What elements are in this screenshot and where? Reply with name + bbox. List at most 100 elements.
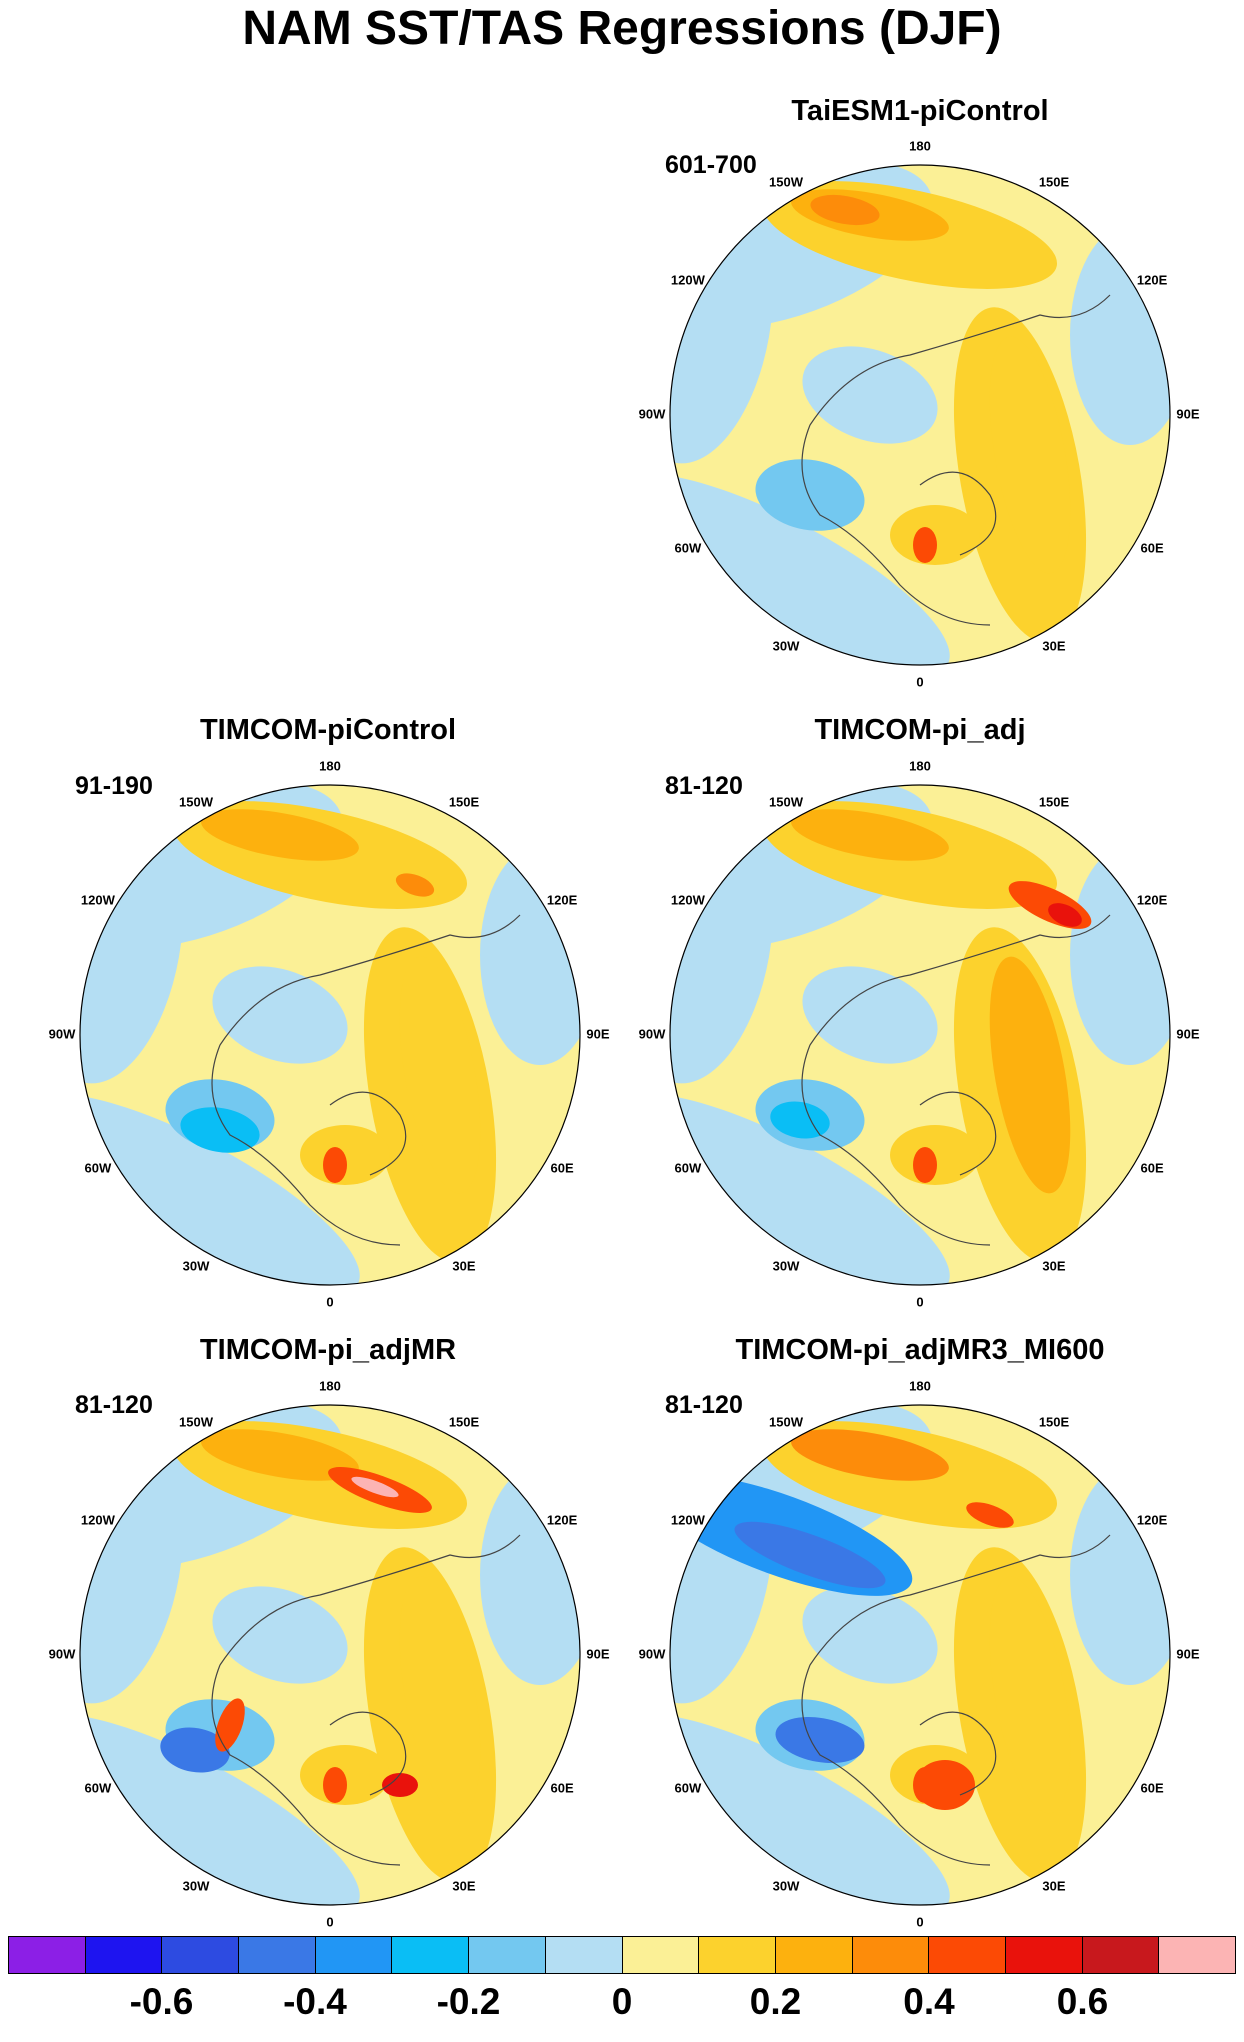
longitude-label: 90E — [1176, 406, 1199, 421]
warm-spot-okhotsk — [395, 873, 435, 897]
colorbar-segment — [469, 1937, 546, 1973]
colorbar-tick-label: 0.2 — [749, 1981, 802, 2022]
longitude-label: 150W — [769, 174, 804, 189]
longitude-label: 60E — [551, 1160, 574, 1175]
longitude-label: 60E — [1141, 540, 1164, 555]
cool-region-pacific-west — [670, 186, 774, 464]
longitude-label: 150E — [1039, 794, 1070, 809]
longitude-label: 0 — [916, 1914, 923, 1929]
longitude-label: 150W — [179, 794, 214, 809]
warm-spot-baltic — [323, 1767, 347, 1803]
longitude-label: 120E — [547, 892, 578, 907]
warm-region-npac-core — [791, 1429, 949, 1481]
panel-period-taiesm1: 601-700 — [665, 151, 757, 179]
map-border — [669, 164, 1171, 666]
warm-spot-okhotsk-core — [1048, 903, 1082, 927]
panel-period-timcom-pi-adj: 81-120 — [665, 772, 743, 800]
panel-title-taiesm1: TaiESM1-piControl — [791, 95, 1049, 127]
longitude-label: 90W — [49, 1026, 76, 1041]
longitude-label: 180 — [909, 138, 931, 153]
warm-spot-black-sea — [382, 1773, 418, 1797]
longitude-label: 60W — [675, 540, 702, 555]
colorbar-segment — [1159, 1937, 1235, 1973]
polar-map-timcom-picontrol: 180 150E 120E 90E 60E 30E 0 30W 60W 90W 120W 150W — [49, 758, 610, 1309]
warm-spot-labrador-edge — [215, 1698, 245, 1752]
longitude-label: 0 — [916, 1294, 923, 1309]
warm-region-npac-core — [791, 809, 949, 861]
colorbar-segment — [852, 1937, 930, 1973]
longitude-label: 90W — [639, 406, 666, 421]
warm-region-eurasia-core — [989, 336, 1071, 574]
panel-period-timcom-pi-adjmr3: 81-120 — [665, 1391, 743, 1419]
longitude-label: 0 — [916, 674, 923, 689]
map-border — [79, 784, 581, 1286]
longitude-label: 150E — [1039, 174, 1070, 189]
longitude-label: 180 — [319, 758, 341, 773]
longitude-label: 120W — [81, 1512, 116, 1527]
cool-region-labrador — [755, 459, 865, 531]
longitude-label: 90E — [586, 1646, 609, 1661]
coastline — [211, 914, 521, 1246]
longitude-label: 150W — [769, 794, 804, 809]
longitude-label: 90W — [639, 1646, 666, 1661]
longitude-label: 120E — [1137, 1512, 1168, 1527]
colorbar-segment — [1082, 1937, 1160, 1973]
polar-map-timcom-pi-adjmr: 180 150E 120E 90E 60E 30E 0 30W 60W 90W 120W 150W — [49, 1378, 610, 1929]
cool-region-pacific-west — [80, 1426, 184, 1704]
colorbar-tick-label: 0 — [611, 1981, 633, 2022]
longitude-label: 180 — [319, 1378, 341, 1393]
longitude-label: 30W — [773, 1259, 800, 1274]
warm-spot-europe — [915, 1760, 975, 1810]
colorbar-tick-label: 0.6 — [1056, 1981, 1109, 2022]
cool-region-east-asia — [1070, 1465, 1170, 1685]
longitude-label: 0 — [326, 1914, 333, 1929]
cool-region-arctic-canada — [212, 1586, 348, 1684]
longitude-label: 150E — [449, 1414, 480, 1429]
cool-spot-labrador — [770, 1101, 830, 1139]
longitude-label: 30W — [183, 1259, 210, 1274]
warm-spot-bering — [966, 1502, 1014, 1528]
colorbar-tick-label: -0.6 — [129, 1981, 194, 2022]
colorbar-segment — [775, 1937, 853, 1973]
panel-period-timcom-picontrol: 91-190 — [75, 772, 153, 800]
longitude-label: 120W — [671, 272, 706, 287]
figure-title: NAM SST/TAS Regressions (DJF) — [242, 2, 1002, 55]
longitude-label: 120E — [547, 1512, 578, 1527]
colorbar-tick-label: -0.2 — [436, 1981, 501, 2022]
colorbar-segment — [1005, 1937, 1083, 1973]
longitude-label: 30W — [773, 639, 800, 654]
longitude-label: 30E — [1042, 1259, 1065, 1274]
map-field — [670, 1405, 1170, 1905]
longitude-label: 30E — [1042, 1879, 1065, 1894]
longitude-label: 30W — [773, 1879, 800, 1894]
colorbar — [8, 1936, 1236, 1974]
colorbar-segment — [392, 1937, 470, 1973]
map-border — [79, 1404, 581, 1906]
warm-region-scandinavia — [890, 505, 980, 565]
longitude-label: 180 — [909, 758, 931, 773]
cool-region-arctic-canada — [802, 346, 938, 444]
cool-spot-labrador — [775, 1716, 865, 1764]
longitude-label: 30E — [452, 1879, 475, 1894]
cool-spot-labrador — [160, 1727, 230, 1773]
cool-region-east-asia — [1070, 225, 1170, 445]
longitude-label: 180 — [909, 1378, 931, 1393]
map-field — [670, 165, 1170, 665]
colorbar-segment — [9, 1937, 86, 1973]
colorbar-segment — [85, 1937, 163, 1973]
longitude-label: 60E — [551, 1780, 574, 1795]
colorbar-segment — [929, 1937, 1006, 1973]
warm-spot-baltic — [913, 1147, 937, 1183]
longitude-label: 60W — [85, 1160, 112, 1175]
map-field — [670, 785, 1170, 1285]
longitude-label: 150W — [769, 1414, 804, 1429]
cool-region-east-asia — [1070, 845, 1170, 1065]
longitude-label: 150E — [449, 794, 480, 809]
colorbar-tick-label: 0.4 — [903, 1981, 955, 2022]
panel-title-timcom-pi-adjmr3: TIMCOM-pi_adjMR3_MI600 — [735, 1334, 1105, 1366]
warm-region-scandinavia — [300, 1125, 390, 1185]
warm-region-eurasia-core — [399, 956, 481, 1194]
colorbar-segment — [239, 1937, 316, 1973]
warm-region-npac-core — [201, 809, 359, 861]
cool-region-npac-deep — [734, 1521, 886, 1589]
